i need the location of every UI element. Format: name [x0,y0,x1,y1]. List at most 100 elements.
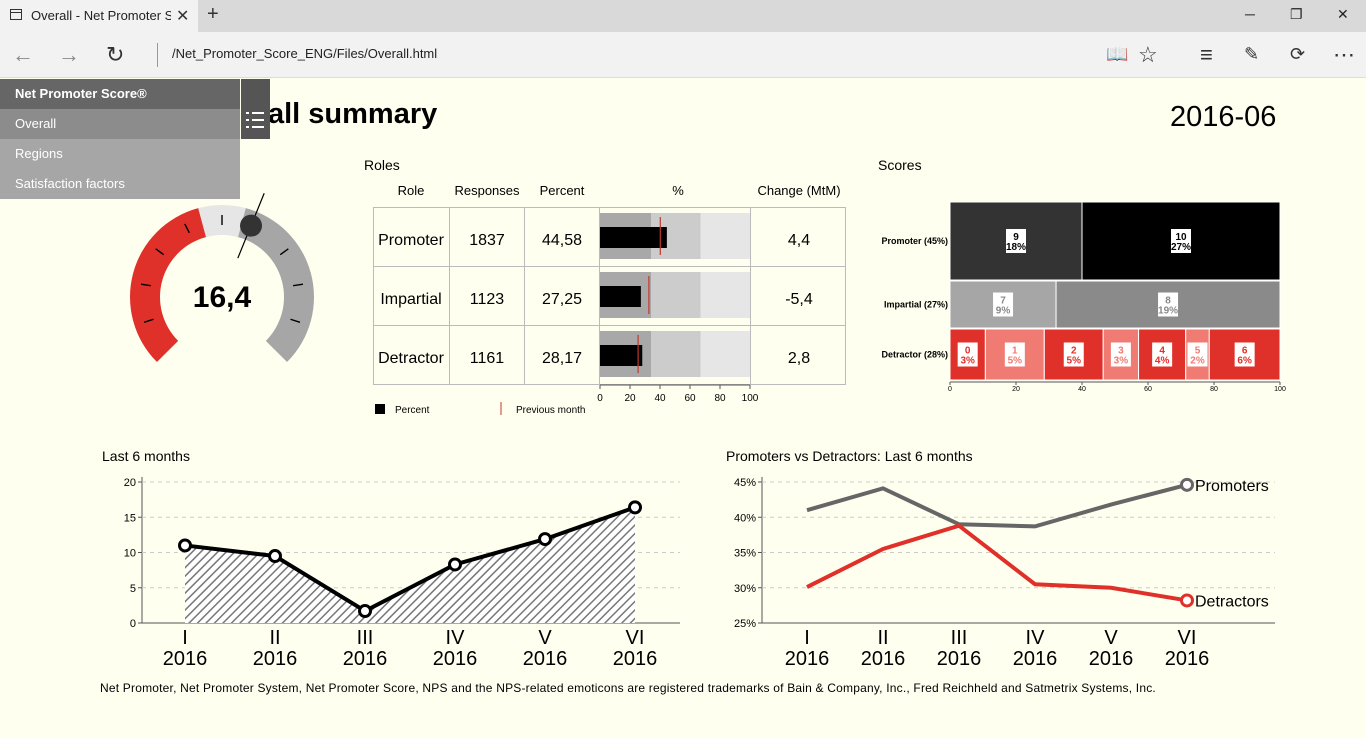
trend-point [538,532,552,547]
score-value: 6 [1242,346,1248,357]
role-responses: 1837 [469,232,505,249]
reading-view-icon[interactable]: 📖 [1106,44,1129,64]
gauge-value: 16,4 [193,281,252,314]
period-label: 2016-06 [1170,101,1277,133]
series-end-point [1180,593,1194,608]
minimize-icon[interactable]: ─ [1245,6,1255,22]
role-percent: 28,17 [542,350,582,367]
series-label: Promoters [1195,478,1269,495]
new-tab-icon[interactable]: + [207,3,219,25]
score-row-label: Impartial (27%) [884,300,948,310]
y-tick-label: 30% [734,583,756,595]
page-icon [10,9,22,20]
page-title: all summary [268,98,438,130]
score-segment: 66% [1208,328,1281,381]
menu-item-regions[interactable]: Regions [0,139,240,169]
refresh-icon[interactable]: ↻ [106,42,125,67]
menu-toggle-button[interactable] [241,79,270,139]
forward-icon[interactable]: → [58,42,80,67]
header-percent: Percent [540,183,585,198]
roles-table: Role Responses Percent % Change (MtM) Pr… [373,183,846,416]
legend-percent-swatch [375,404,385,414]
y-tick-label: 35% [734,548,756,560]
role-responses: 1123 [470,291,505,308]
trend-area [185,507,635,623]
web-note-icon[interactable]: ✎ [1244,44,1260,64]
back-icon[interactable]: ← [12,42,34,67]
score-label-box [1234,342,1255,367]
score-label-box [1110,342,1131,367]
score-share: 5% [1067,356,1082,367]
x-tick-year: 2016 [1013,648,1058,670]
axis-tick-label: 80 [714,393,726,404]
score-segment: 918% [949,201,1083,281]
score-share: 6% [1237,356,1252,367]
role-percent: 44,58 [542,232,582,249]
score-value: 7 [1000,296,1006,307]
y-tick-label: 45% [734,477,756,489]
menu-item-overall[interactable]: Overall [0,109,240,139]
y-tick-label: 40% [734,512,756,524]
axis-tick-label: 100 [742,393,759,404]
score-share: 5% [1008,356,1023,367]
score-label-box [1004,342,1025,367]
x-tick-label: III [951,627,968,649]
share-icon[interactable]: ⟳ [1290,44,1306,64]
axis-tick-label: 40 [1078,386,1086,393]
restore-icon[interactable]: ❐ [1290,6,1303,22]
score-label-box [1006,229,1026,253]
roles-row: Detractor 1161 28,17 2,8 [378,331,810,377]
address-bar[interactable]: /Net_Promoter_Score_ENG/Files/Overall.ht… [172,46,438,61]
score-label-box [1152,342,1173,367]
role-name: Promoter [378,232,444,249]
close-tab-icon[interactable]: ✕ [176,8,190,25]
x-tick-year: 2016 [253,648,298,670]
window-close-icon[interactable]: ✕ [1337,6,1349,22]
axis-tick-label: 20 [1012,386,1020,393]
browser-tab[interactable]: Overall - Net Promoter Score ✕ [0,0,198,32]
score-value: 4 [1159,346,1165,357]
bullet-value-bar [600,227,667,248]
score-segment: 44% [1138,328,1187,381]
score-share: 4% [1155,356,1170,367]
bullet-value-bar [600,345,643,366]
x-tick-label: IV [446,627,466,649]
gauge-tick [143,318,154,324]
y-tick-label: 5 [130,583,136,595]
score-label-box [1158,292,1179,317]
axis-tick-label: 60 [684,393,696,404]
role-name: Impartial [380,291,441,308]
hub-icon[interactable]: ≡ [1200,42,1213,67]
menu-item-satisfaction-factors[interactable]: Satisfaction factors [0,169,240,199]
score-share: 2% [1190,356,1205,367]
trend-point [268,549,282,564]
score-share: 9% [996,306,1011,317]
roles-row: Promoter 1837 44,58 4,4 [378,213,810,259]
x-tick-year: 2016 [861,648,906,670]
y-tick-label: 10 [124,548,136,560]
bullet-value-bar [600,286,641,307]
score-share: 3% [1114,356,1129,367]
x-tick-year: 2016 [523,648,568,670]
axis-tick-label: 40 [654,393,666,404]
header-responses: Responses [454,183,520,198]
x-tick-year: 2016 [937,648,982,670]
score-share: 3% [960,356,975,367]
trend-point [448,557,462,572]
more-icon[interactable]: ⋯ [1333,42,1355,67]
gauge-knob [240,214,263,237]
x-tick-year: 2016 [433,648,478,670]
nps-gauge: 16,4 [130,193,314,363]
scores-title: Scores [878,157,922,173]
axis-tick-label: 100 [1274,386,1286,393]
axis-tick-label: 0 [597,393,603,404]
trend-point [178,538,192,553]
score-value: 2 [1071,346,1077,357]
favorite-star-icon[interactable]: ☆ [1138,42,1158,67]
axis-tick-label: 80 [1210,386,1218,393]
footer-trademark: Net Promoter, Net Promoter System, Net P… [100,681,1156,695]
score-label-box [957,342,978,367]
navigation-bar: ← → ↻ /Net_Promoter_Score_ENG/Files/Over… [0,32,1366,78]
